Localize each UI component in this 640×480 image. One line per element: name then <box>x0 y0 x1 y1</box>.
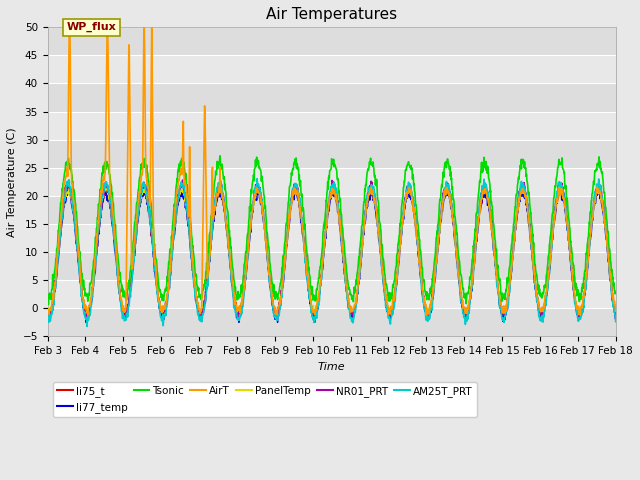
li77_temp <box>281 260 289 265</box>
li77_temp <box>612 316 620 322</box>
Tsonic <box>268 273 275 278</box>
AirT <box>562 214 570 219</box>
AirT <box>44 311 51 317</box>
Line: NR01_PRT: NR01_PRT <box>47 180 616 318</box>
Bar <box>47 224 616 252</box>
AirT <box>170 229 177 235</box>
AirT <box>267 282 275 288</box>
li75_t <box>513 211 521 217</box>
Bar <box>47 140 616 168</box>
li77_temp <box>63 185 71 191</box>
Bar <box>47 168 616 196</box>
AirT <box>419 289 427 295</box>
Legend: li75_t, li77_temp, Tsonic, AirT, PanelTemp, NR01_PRT, AM25T_PRT: li75_t, li77_temp, Tsonic, AirT, PanelTe… <box>53 382 477 417</box>
Tsonic <box>513 190 521 196</box>
PanelTemp <box>160 312 168 318</box>
Bar <box>47 196 616 224</box>
li75_t <box>419 289 427 295</box>
li77_temp <box>268 291 275 297</box>
PanelTemp <box>612 309 620 314</box>
PanelTemp <box>44 308 51 314</box>
PanelTemp <box>513 211 521 216</box>
AirT <box>422 312 430 318</box>
AM25T_PRT <box>562 205 570 211</box>
AirT <box>612 308 620 314</box>
Line: Tsonic: Tsonic <box>47 156 616 304</box>
li77_temp <box>420 299 428 304</box>
NR01_PRT <box>562 206 570 212</box>
Line: li75_t: li75_t <box>47 186 616 320</box>
NR01_PRT <box>179 177 186 183</box>
PanelTemp <box>170 237 177 242</box>
AM25T_PRT <box>281 254 289 260</box>
AirT <box>281 262 289 268</box>
Line: AirT: AirT <box>47 27 616 315</box>
li75_t <box>562 212 570 217</box>
X-axis label: Time: Time <box>318 362 346 372</box>
Line: AM25T_PRT: AM25T_PRT <box>47 179 616 326</box>
li77_temp <box>44 309 51 315</box>
NR01_PRT <box>513 209 521 215</box>
NR01_PRT <box>267 283 275 288</box>
Text: WP_flux: WP_flux <box>67 22 116 32</box>
NR01_PRT <box>612 313 620 319</box>
Title: Air Temperatures: Air Temperatures <box>266 7 397 22</box>
AM25T_PRT <box>44 314 51 320</box>
AM25T_PRT <box>170 236 177 242</box>
li77_temp <box>562 216 570 221</box>
PanelTemp <box>268 289 275 295</box>
AirT <box>65 24 73 30</box>
AirT <box>513 209 521 215</box>
Bar <box>47 55 616 84</box>
PanelTemp <box>420 296 428 301</box>
Tsonic <box>612 288 620 294</box>
NR01_PRT <box>420 295 428 301</box>
AM25T_PRT <box>420 299 428 305</box>
Y-axis label: Air Temperature (C): Air Temperature (C) <box>7 127 17 237</box>
Tsonic <box>44 294 51 300</box>
Tsonic <box>45 301 52 307</box>
NR01_PRT <box>44 309 51 314</box>
Bar <box>47 252 616 280</box>
Tsonic <box>281 239 289 244</box>
AM25T_PRT <box>253 176 261 181</box>
li77_temp <box>513 214 521 219</box>
Tsonic <box>420 278 428 284</box>
Line: li77_temp: li77_temp <box>47 188 616 323</box>
Tsonic <box>216 153 224 159</box>
PanelTemp <box>281 257 289 263</box>
Bar <box>47 280 616 308</box>
Line: PanelTemp: PanelTemp <box>47 186 616 315</box>
NR01_PRT <box>281 255 289 261</box>
AM25T_PRT <box>612 319 620 324</box>
li75_t <box>443 183 451 189</box>
li75_t <box>169 240 177 246</box>
li75_t <box>280 264 288 269</box>
li75_t <box>267 285 275 290</box>
Tsonic <box>170 213 177 218</box>
li75_t <box>462 317 470 323</box>
li75_t <box>612 308 620 313</box>
AM25T_PRT <box>83 324 91 329</box>
li77_temp <box>83 320 90 325</box>
Bar <box>47 111 616 140</box>
NR01_PRT <box>310 315 318 321</box>
PanelTemp <box>562 213 570 218</box>
Bar <box>47 84 616 111</box>
AM25T_PRT <box>513 206 521 212</box>
AM25T_PRT <box>268 294 275 300</box>
PanelTemp <box>253 183 261 189</box>
NR01_PRT <box>169 235 177 241</box>
Bar <box>47 308 616 336</box>
Bar <box>47 27 616 55</box>
Tsonic <box>562 182 570 188</box>
li77_temp <box>170 234 178 240</box>
li75_t <box>44 308 51 313</box>
